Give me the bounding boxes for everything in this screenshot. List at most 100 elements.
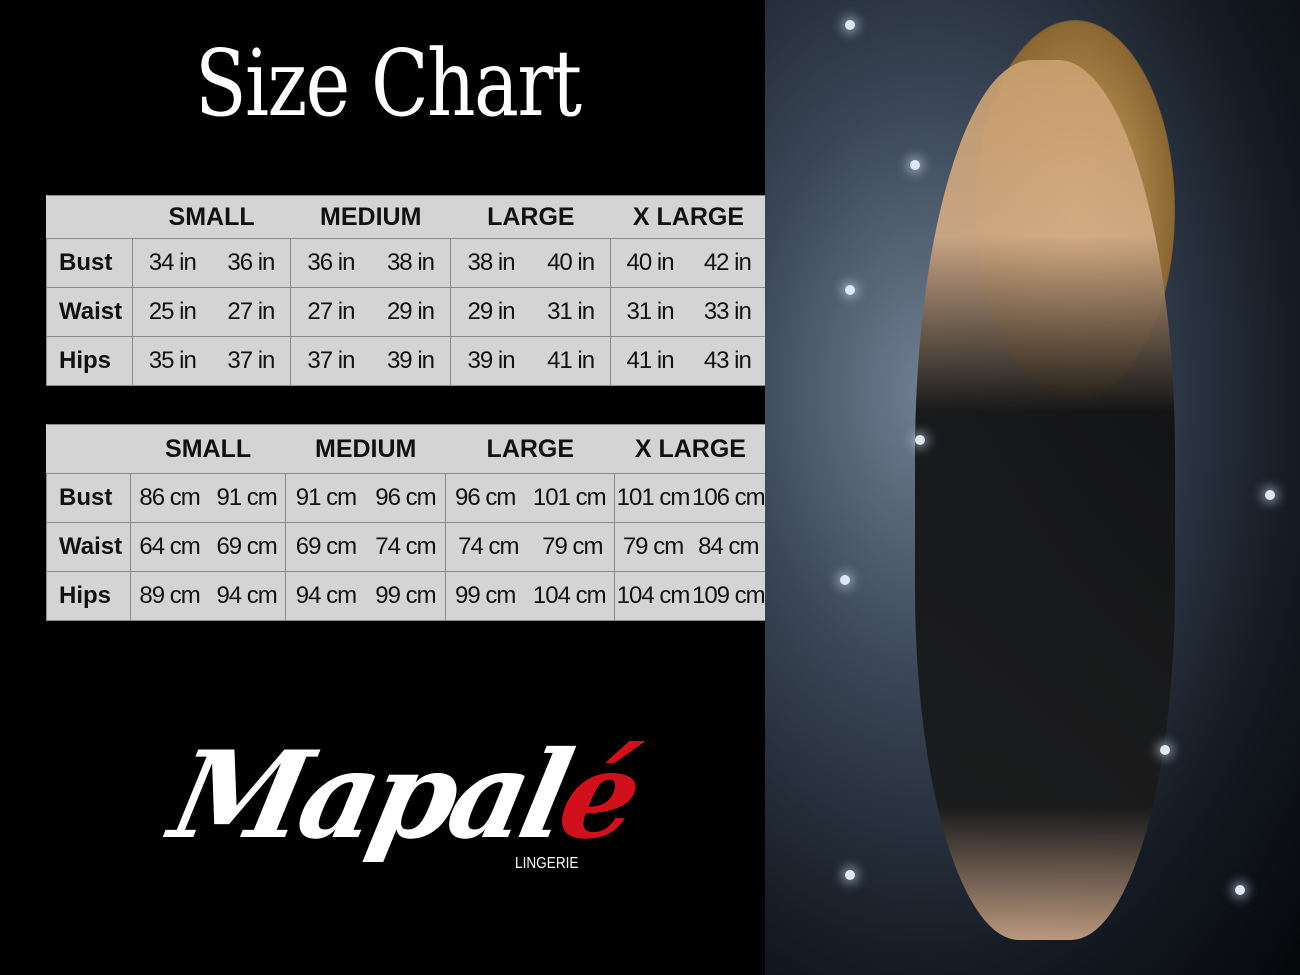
- table-row: Hips 35 in 37 in 37 in 39 in 39 in 41 in 41 in 4…: [45, 336, 766, 386]
- measurement-value: 64 cm: [139, 533, 200, 560]
- page-title: Size Chart: [195, 30, 582, 137]
- size-header: MEDIUM: [290, 195, 451, 239]
- model-photo: [765, 0, 1300, 975]
- size-header: X LARGE: [614, 424, 766, 474]
- measurement-value: 94 cm: [216, 582, 277, 609]
- measurement-label: Bust: [45, 238, 134, 288]
- table-row: Bust 86 cm 91 cm 91 cm 96 cm 96 cm 101 cm 101 c…: [45, 473, 766, 523]
- measurement-value: 33 in: [703, 298, 752, 325]
- size-range-cell: 34 in 36 in: [132, 238, 291, 288]
- measurement-value: 79 cm: [622, 533, 684, 560]
- measurement-label: Waist: [45, 287, 134, 337]
- measurement-value: 74 cm: [375, 533, 436, 560]
- tufted-button: [840, 575, 850, 585]
- tufted-button: [1265, 490, 1275, 500]
- tufted-button: [845, 285, 855, 295]
- size-header: MEDIUM: [285, 424, 446, 474]
- header-row: SMALL MEDIUM LARGE X LARGE: [46, 195, 766, 239]
- measurement-value: 25 in: [148, 298, 197, 325]
- empty-header-cell: [46, 195, 133, 239]
- measurement-value: 41 in: [547, 347, 595, 374]
- size-range-cell: 89 cm 94 cm: [130, 571, 286, 621]
- size-range-cell: 69 cm 74 cm: [285, 522, 446, 572]
- empty-header-cell: [46, 424, 131, 474]
- size-header: LARGE: [450, 195, 611, 239]
- header-row: SMALL MEDIUM LARGE X LARGE: [46, 424, 766, 474]
- size-range-cell: 104 cm 109 cm: [614, 571, 766, 621]
- size-range-cell: 96 cm 101 cm: [445, 473, 615, 523]
- measurement-value: 96 cm: [455, 484, 516, 511]
- size-range-cell: 94 cm 99 cm: [285, 571, 446, 621]
- measurement-value: 69 cm: [295, 533, 357, 560]
- measurement-value: 38 in: [467, 249, 516, 276]
- measurement-value: 36 in: [227, 249, 275, 276]
- measurement-value: 104 cm: [616, 582, 691, 609]
- brand-logo: Mapalé: [160, 725, 649, 866]
- size-range-cell: 39 in 41 in: [450, 336, 611, 386]
- size-range-cell: 36 in 38 in: [290, 238, 451, 288]
- measurement-value: 69 cm: [216, 533, 277, 560]
- tufted-button: [1160, 745, 1170, 755]
- size-range-cell: 40 in 42 in: [610, 238, 766, 288]
- measurement-value: 27 in: [227, 298, 275, 325]
- table-row: Bust 34 in 36 in 36 in 38 in 38 in 40 in 40 in 4…: [45, 238, 766, 288]
- brand-tagline: LINGERIE: [515, 855, 579, 872]
- measurement-value: 96 cm: [375, 484, 436, 511]
- measurement-value: 42 in: [703, 249, 752, 276]
- size-table-inches: SMALL MEDIUM LARGE X LARGE Bust 34 in 36 in 36 …: [45, 195, 766, 386]
- size-header: LARGE: [445, 424, 615, 474]
- measurement-value: 34 in: [148, 249, 197, 276]
- measurement-value: 86 cm: [139, 484, 200, 511]
- tufted-button: [845, 870, 855, 880]
- measurement-value: 27 in: [307, 298, 355, 325]
- measurement-value: 39 in: [467, 347, 516, 374]
- measurement-label: Hips: [45, 336, 134, 386]
- measurement-value: 43 in: [703, 347, 752, 374]
- size-range-cell: 27 in 29 in: [290, 287, 451, 337]
- measurement-value: 40 in: [626, 249, 675, 276]
- size-range-cell: 35 in 37 in: [132, 336, 291, 386]
- size-range-cell: 37 in 39 in: [290, 336, 451, 386]
- model-figure: [915, 60, 1175, 940]
- size-range-cell: 29 in 31 in: [450, 287, 611, 337]
- measurement-label: Waist: [45, 522, 132, 572]
- measurement-value: 104 cm: [532, 582, 607, 609]
- measurement-value: 99 cm: [375, 582, 436, 609]
- size-range-cell: 41 in 43 in: [610, 336, 766, 386]
- measurement-value: 29 in: [467, 298, 516, 325]
- size-range-cell: 101 cm 106 cm: [614, 473, 766, 523]
- size-range-cell: 25 in 27 in: [132, 287, 291, 337]
- table-row: Waist 64 cm 69 cm 69 cm 74 cm 74 cm 79 cm 79 cm…: [45, 522, 766, 572]
- size-header: SMALL: [132, 195, 291, 239]
- measurement-value: 109 cm: [691, 582, 766, 609]
- table-row: Hips 89 cm 94 cm 94 cm 99 cm 99 cm 104 cm 104 c…: [45, 571, 766, 621]
- measurement-value: 99 cm: [455, 582, 516, 609]
- measurement-value: 106 cm: [691, 484, 766, 511]
- measurement-value: 89 cm: [139, 582, 200, 609]
- measurement-value: 37 in: [227, 347, 275, 374]
- size-header: X LARGE: [610, 195, 766, 239]
- measurement-value: 31 in: [626, 298, 675, 325]
- measurement-value: 39 in: [386, 347, 435, 374]
- size-range-cell: 91 cm 96 cm: [285, 473, 446, 523]
- tufted-button: [1235, 885, 1245, 895]
- tufted-button: [910, 160, 920, 170]
- size-range-cell: 38 in 40 in: [450, 238, 611, 288]
- tufted-button: [915, 435, 925, 445]
- size-range-cell: 99 cm 104 cm: [445, 571, 615, 621]
- measurement-value: 94 cm: [295, 582, 357, 609]
- measurement-value: 41 in: [626, 347, 675, 374]
- measurement-value: 101 cm: [616, 484, 691, 511]
- tufted-button: [845, 20, 855, 30]
- size-range-cell: 79 cm 84 cm: [614, 522, 766, 572]
- measurement-value: 79 cm: [542, 533, 603, 560]
- table-row: Waist 25 in 27 in 27 in 29 in 29 in 31 in 31 in…: [45, 287, 766, 337]
- measurement-value: 29 in: [386, 298, 435, 325]
- measurement-value: 101 cm: [532, 484, 607, 511]
- measurement-value: 36 in: [307, 249, 355, 276]
- size-range-cell: 74 cm 79 cm: [445, 522, 615, 572]
- measurement-value: 37 in: [307, 347, 355, 374]
- size-range-cell: 86 cm 91 cm: [130, 473, 286, 523]
- size-header: SMALL: [130, 424, 286, 474]
- measurement-label: Hips: [45, 571, 132, 621]
